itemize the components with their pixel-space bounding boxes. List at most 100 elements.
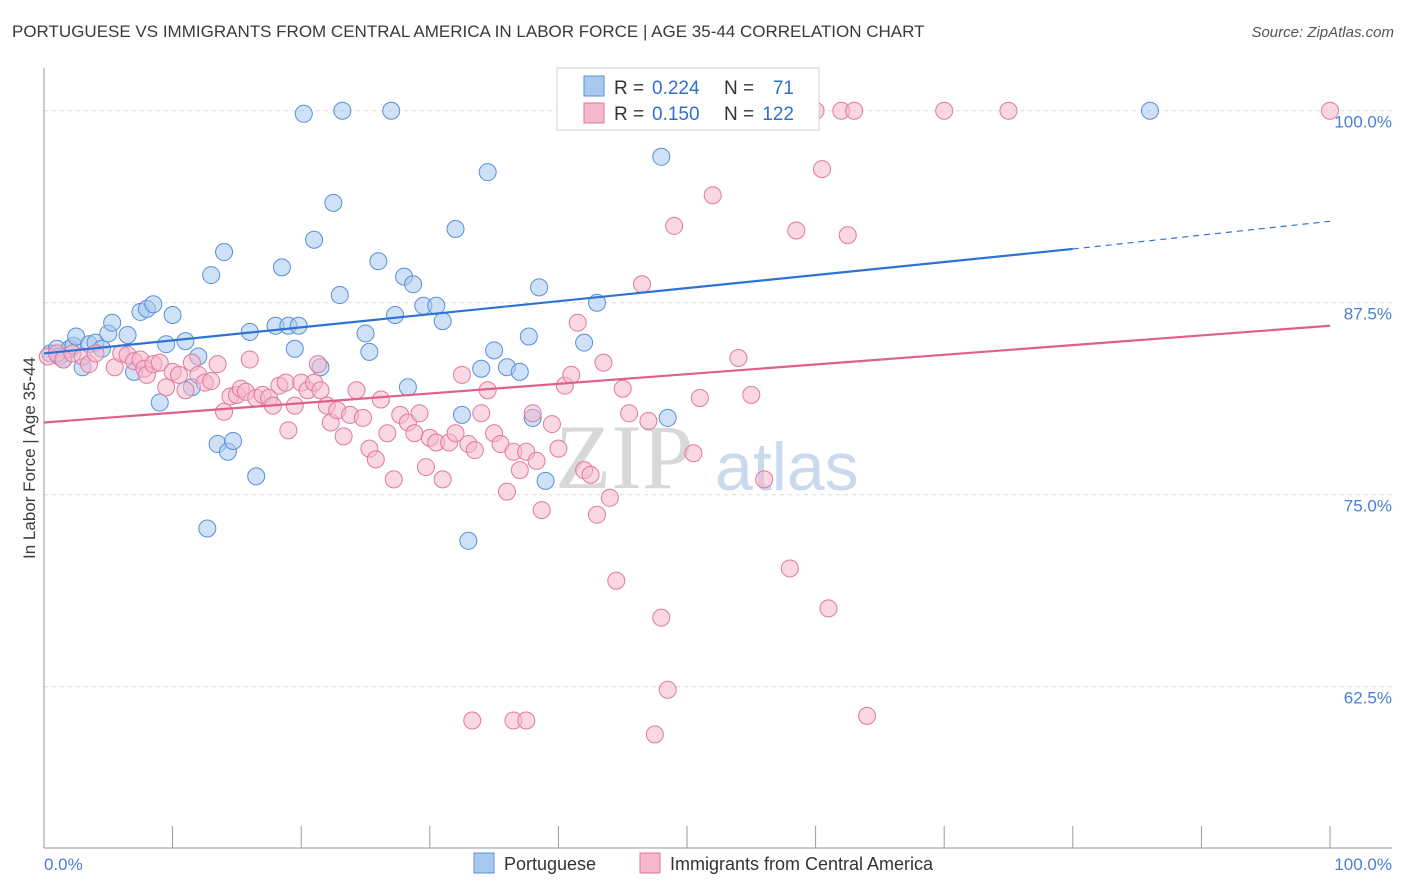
data-point [215,402,234,421]
data-point [118,325,137,344]
data-point [334,427,353,446]
data-point [176,381,195,400]
data-point [247,467,266,486]
data-point [289,316,308,335]
data-point [371,390,390,409]
stats-box: R = 0.224 N = 71 R = 0.150 N = 122 [556,67,820,131]
trend-line [43,247,1073,355]
legend-label-portuguese: Portuguese [504,854,596,874]
data-point [463,711,482,730]
data-point [103,313,122,332]
data-point [285,339,304,358]
data-point [305,230,324,249]
data-point [157,378,176,397]
data-point [366,450,385,469]
data-point [433,312,452,331]
data-point [568,313,587,332]
data-point [838,226,857,245]
data-point [845,101,864,120]
data-point [645,725,664,744]
data-point [497,482,516,501]
legend: Portuguese Immigrants from Central Ameri… [473,852,934,874]
trend-lines [43,220,1331,424]
data-point [472,359,491,378]
data-point [405,424,424,443]
stats-r-value-central-america: 0.150 [652,104,700,125]
y-tick-labels: 100.0% 87.5% 75.0% 62.5% [1334,113,1392,708]
data-point [587,505,606,524]
data-point [780,559,799,578]
data-point [398,378,417,397]
data-point [308,355,327,374]
data-point [285,396,304,415]
source-label: Source: ZipAtlas.com [1251,24,1394,41]
stats-r-value-portuguese: 0.224 [652,78,700,99]
stats-swatch-central-america [583,102,605,124]
data-point [356,324,375,343]
data-point [386,306,405,325]
data-point [600,488,619,507]
stats-n-value-central-america: 122 [762,104,794,125]
data-point [416,458,435,477]
data-point [510,362,529,381]
stats-n-label-portuguese: N = [724,78,754,99]
data-point [144,295,163,314]
y-axis-label: In Labor Force | Age 35-44 [20,357,39,559]
data-point [202,266,221,285]
data-point [478,163,497,182]
data-point [517,711,536,730]
data-point [999,101,1018,120]
data-point [198,519,217,538]
data-point [224,431,243,450]
data-point [157,335,176,354]
data-point [562,365,581,384]
data-point [170,365,189,384]
data-point [530,278,549,297]
data-point [620,404,639,423]
data-point [433,470,452,489]
data-point [347,381,366,400]
data-point [276,373,295,392]
data-point [581,465,600,484]
data-point [163,306,182,325]
stats-swatch-portuguese [583,75,605,97]
data-point [279,421,298,440]
data-point [459,531,478,550]
legend-label-central-america: Immigrants from Central America [670,854,934,874]
data-point [382,101,401,120]
data-point [324,193,343,212]
y-tick-label: 75.0% [1344,497,1392,516]
data-point [410,404,429,423]
data-point [176,332,195,351]
data-point [594,353,613,372]
data-point [446,219,465,238]
data-point [703,186,722,205]
data-point [742,385,761,404]
data-point [523,404,542,423]
data-point [353,408,372,427]
data-point [858,706,877,725]
stats-n-value-portuguese: 71 [773,78,794,99]
y-tick-label: 62.5% [1344,689,1392,708]
data-point [215,243,234,262]
data-point [632,275,651,294]
axes [43,68,1392,849]
data-point [813,160,832,179]
data-point [613,379,632,398]
data-point [446,424,465,443]
data-point [311,381,330,400]
stats-n-label-central-america: N = [724,104,754,125]
data-point [787,221,806,240]
trend-line-extension [1072,220,1331,250]
data-point [369,252,388,271]
data-point [536,471,555,490]
legend-swatch-central-america [639,852,661,874]
data-point [378,424,397,443]
data-point [532,501,551,520]
data-point [729,349,748,368]
data-point [1140,101,1159,120]
data-point [575,333,594,352]
data-point [658,680,677,699]
data-point [427,296,446,315]
